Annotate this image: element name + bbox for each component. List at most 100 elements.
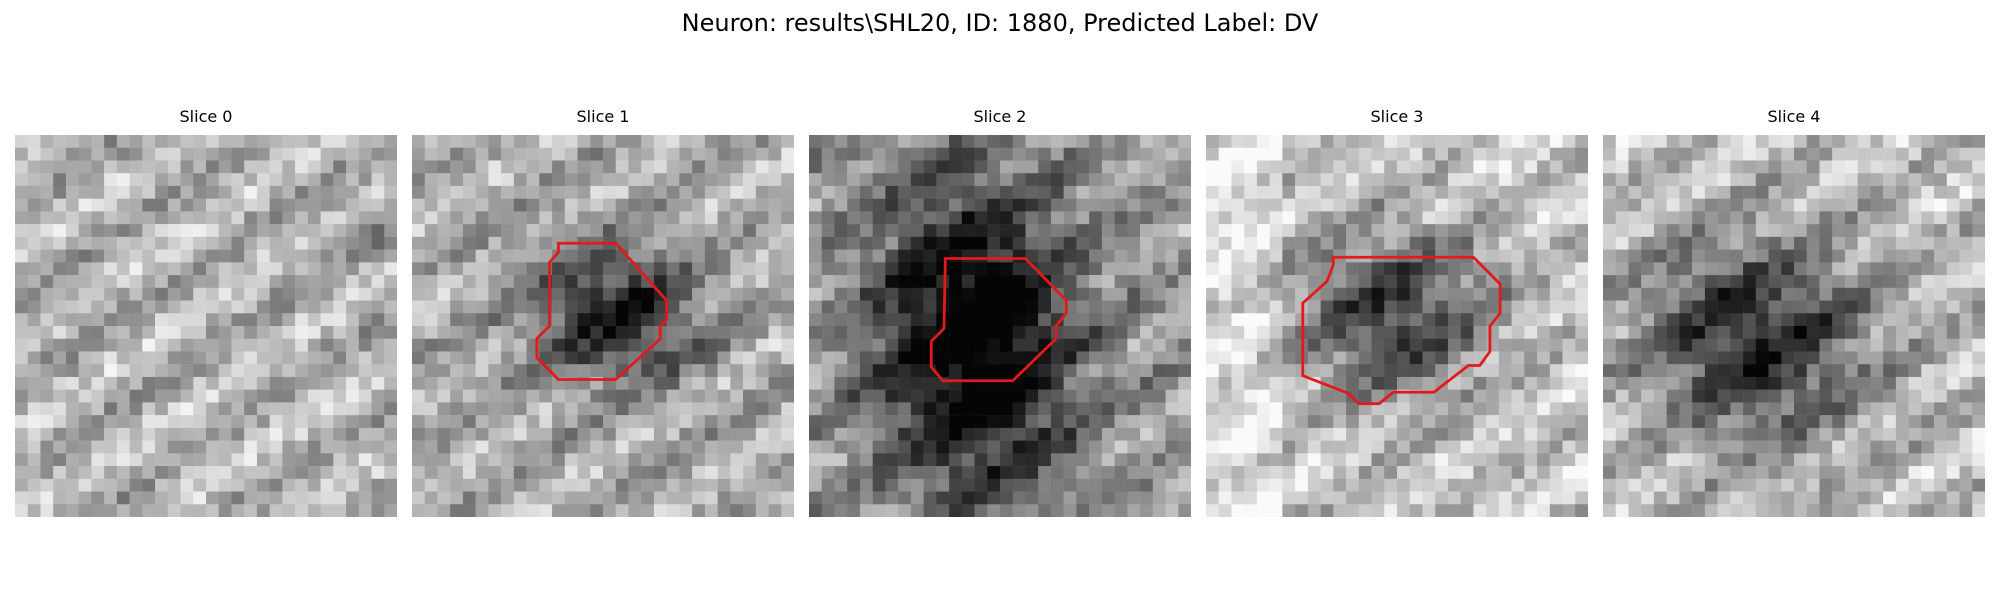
pixel	[1114, 466, 1128, 480]
pixel	[564, 415, 578, 429]
pixel	[1000, 287, 1013, 301]
pixel	[320, 453, 334, 467]
pixel	[1692, 338, 1706, 352]
pixel	[1549, 236, 1563, 250]
pixel	[1704, 491, 1718, 505]
pixel	[104, 389, 118, 403]
pixel	[834, 351, 848, 365]
pixel	[1959, 491, 1973, 505]
pixel	[193, 478, 207, 492]
pixel	[743, 249, 757, 263]
pixel	[1012, 300, 1026, 314]
pixel	[333, 440, 347, 454]
pixel	[91, 466, 105, 480]
pixel	[1653, 466, 1667, 480]
pixel	[987, 415, 1001, 429]
pixel	[590, 185, 604, 199]
pixel	[320, 376, 334, 390]
pixel	[1231, 491, 1245, 505]
pixel	[1628, 185, 1642, 199]
pixel	[1000, 236, 1013, 250]
pixel	[1231, 236, 1245, 250]
pixel	[603, 160, 616, 174]
pixel	[206, 427, 219, 441]
pixel	[1165, 402, 1179, 416]
pixel	[679, 198, 693, 212]
pixel	[218, 504, 232, 517]
pixel	[1012, 173, 1026, 187]
pixel	[333, 236, 347, 250]
pixel	[1946, 300, 1960, 314]
pixel	[488, 275, 502, 289]
pixel	[501, 478, 515, 492]
pixel	[872, 147, 886, 161]
pixel	[1012, 504, 1026, 517]
pixel	[1730, 478, 1744, 492]
pixel	[1679, 389, 1693, 403]
pixel	[1152, 313, 1166, 327]
pixel	[1972, 313, 1985, 327]
pixel	[1473, 364, 1487, 378]
pixel	[859, 236, 873, 250]
pixel	[1653, 402, 1667, 416]
pixel	[1832, 198, 1846, 212]
pixel	[231, 491, 245, 505]
pixel	[1628, 300, 1642, 314]
pixel	[1178, 351, 1191, 365]
pixel	[974, 402, 988, 416]
pixel	[898, 415, 912, 429]
pixel	[936, 338, 950, 352]
pixel	[40, 364, 54, 378]
pixel	[1679, 275, 1693, 289]
pixel	[384, 287, 397, 301]
pixel	[1076, 466, 1090, 480]
pixel	[65, 338, 79, 352]
pixel	[1704, 504, 1718, 517]
pixel	[475, 211, 489, 225]
pixel	[1511, 185, 1525, 199]
pixel	[872, 389, 886, 403]
pixel	[155, 313, 169, 327]
pixel	[679, 453, 693, 467]
pixel	[1152, 236, 1166, 250]
pixel	[1679, 351, 1693, 365]
pixel	[923, 300, 937, 314]
pixel	[961, 287, 975, 301]
pixel	[1346, 313, 1360, 327]
pixel	[104, 300, 118, 314]
pixel	[1832, 211, 1846, 225]
pixel	[1012, 262, 1026, 276]
pixel	[437, 389, 451, 403]
pixel	[1562, 376, 1576, 390]
pixel	[1857, 376, 1871, 390]
pixel	[1346, 185, 1360, 199]
pixel	[231, 287, 245, 301]
pixel	[129, 135, 143, 148]
pixel	[923, 326, 937, 339]
pixel	[1231, 224, 1245, 238]
pixel	[1076, 504, 1090, 517]
pixel	[437, 504, 451, 517]
pixel	[358, 389, 372, 403]
pixel	[333, 224, 347, 238]
pixel	[961, 160, 975, 174]
pixel	[821, 453, 835, 467]
pixel	[1089, 160, 1103, 174]
pixel	[1025, 466, 1039, 480]
pixel	[1282, 224, 1296, 238]
pixel	[1498, 147, 1512, 161]
pixel	[1628, 491, 1642, 505]
pixel	[526, 135, 540, 148]
pixel	[1870, 236, 1884, 250]
pixel	[513, 211, 527, 225]
pixel	[1806, 160, 1820, 174]
pixel	[1615, 491, 1629, 505]
pixel	[1921, 466, 1935, 480]
pixel	[923, 211, 937, 225]
pixel	[1959, 402, 1973, 416]
pixel	[1384, 185, 1398, 199]
pixel	[730, 236, 744, 250]
pixel	[450, 402, 464, 416]
pixel	[847, 351, 861, 365]
pixel	[1549, 326, 1563, 339]
